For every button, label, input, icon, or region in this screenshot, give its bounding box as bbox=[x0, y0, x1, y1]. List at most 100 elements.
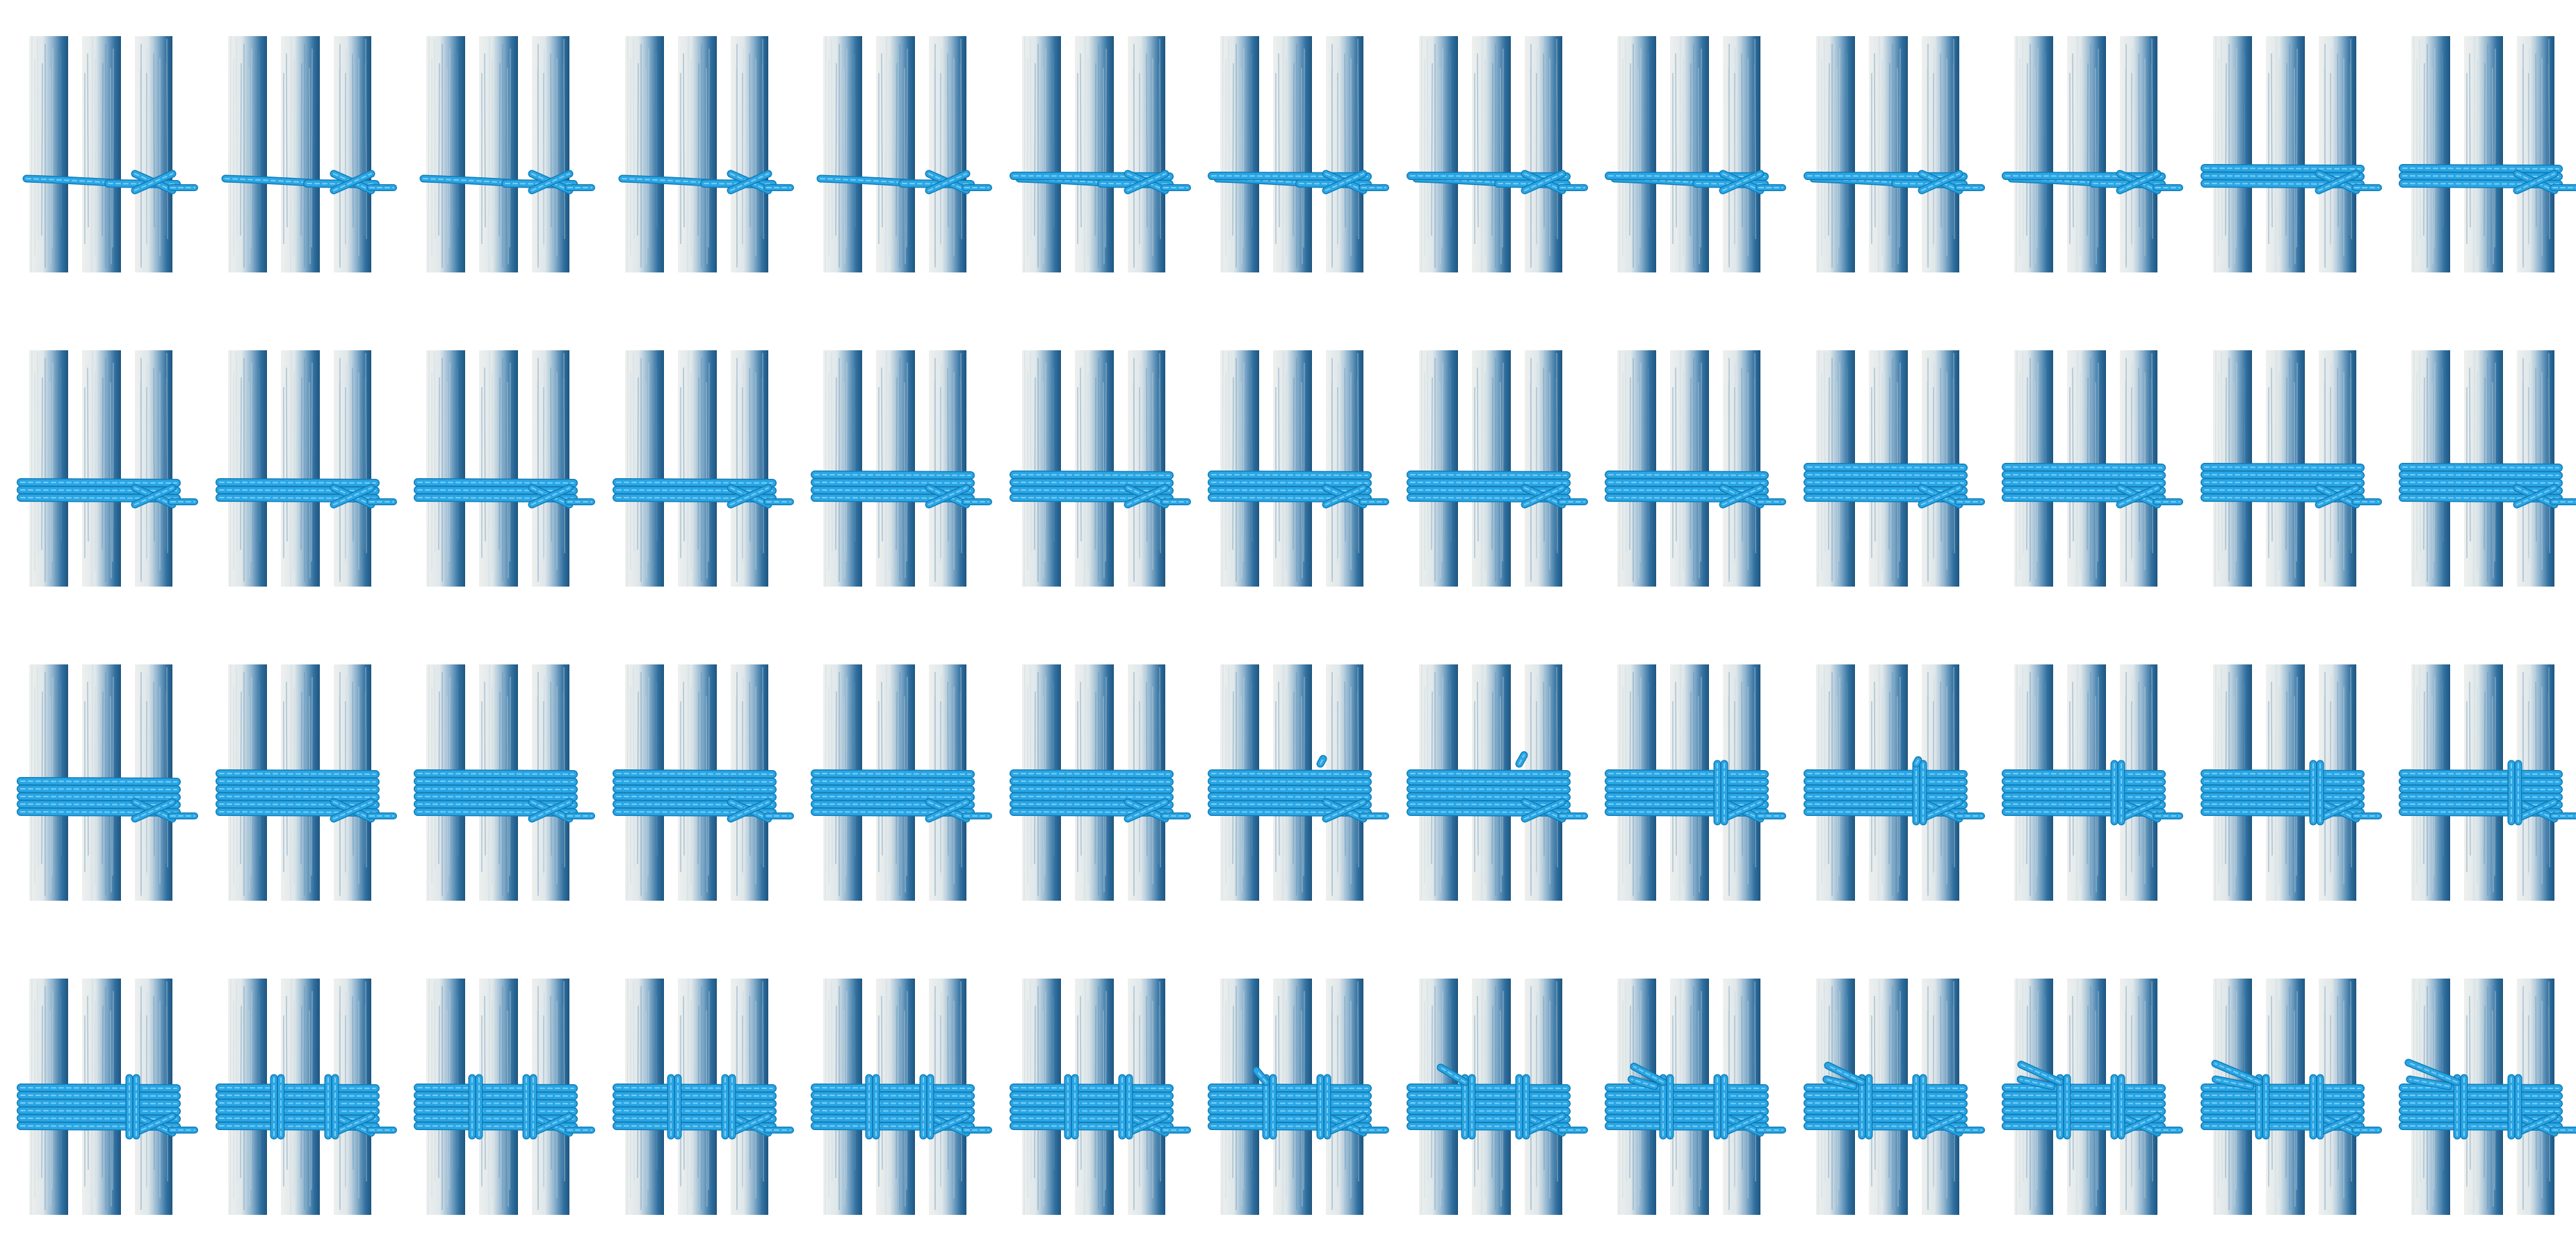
pole-2 bbox=[1471, 36, 1511, 272]
frame-36 bbox=[1803, 664, 1990, 901]
pole-1 bbox=[2212, 36, 2252, 272]
pole-1 bbox=[624, 36, 664, 272]
frame-17 bbox=[612, 350, 799, 587]
pole-1 bbox=[1220, 36, 1259, 272]
lashing-illustration bbox=[1605, 664, 1786, 901]
pole-2 bbox=[82, 36, 121, 272]
pole-1 bbox=[823, 350, 862, 587]
lashing-illustration bbox=[1208, 978, 1389, 1216]
lashing-illustration bbox=[1009, 664, 1191, 901]
lashing-illustration bbox=[1406, 35, 1588, 273]
frame-10 bbox=[1803, 35, 1990, 273]
frame-32 bbox=[1009, 664, 1196, 901]
frame-30 bbox=[612, 664, 799, 901]
lashing-illustration bbox=[2002, 35, 2183, 273]
lashing-illustration bbox=[1208, 35, 1389, 273]
lashing-illustration bbox=[2002, 350, 2183, 587]
lashing-illustration bbox=[1803, 35, 1985, 273]
lashing-illustration bbox=[1803, 350, 1985, 587]
pole-2 bbox=[1868, 36, 1908, 272]
pole-2 bbox=[677, 36, 717, 272]
frame-14 bbox=[17, 350, 203, 587]
frame-48 bbox=[1605, 978, 1791, 1216]
lashing-illustration bbox=[811, 664, 992, 901]
lashing-illustration bbox=[2200, 664, 2382, 901]
lashing-illustration bbox=[2399, 350, 2576, 587]
pole-2 bbox=[280, 350, 320, 587]
lashing-illustration bbox=[1605, 35, 1786, 273]
frame-26 bbox=[2399, 350, 2576, 587]
lashing-illustration bbox=[17, 664, 198, 901]
frame-13 bbox=[2399, 35, 2576, 273]
frame-4 bbox=[618, 35, 799, 273]
lashing-illustration bbox=[1009, 350, 1191, 587]
pole-2 bbox=[82, 350, 121, 587]
lashing-illustration bbox=[1208, 664, 1389, 901]
lashing-illustration bbox=[419, 35, 595, 273]
lashing-illustration bbox=[811, 978, 992, 1216]
pole-1 bbox=[2411, 36, 2450, 272]
frame-31 bbox=[811, 664, 997, 901]
lashing-illustration bbox=[2200, 350, 2382, 587]
frame-43 bbox=[612, 978, 799, 1216]
pole-2 bbox=[1273, 36, 1312, 272]
pole-2 bbox=[1074, 350, 1114, 587]
frame-50 bbox=[2002, 978, 2188, 1216]
lashing-illustration bbox=[1803, 978, 1985, 1216]
lashing-illustration bbox=[2002, 664, 2183, 901]
frame-38 bbox=[2200, 664, 2387, 901]
frame-28 bbox=[215, 664, 402, 901]
pole-1 bbox=[1418, 36, 1458, 272]
pole-1 bbox=[1021, 350, 1061, 587]
frame-8 bbox=[1406, 35, 1593, 273]
lashing-illustration bbox=[612, 978, 794, 1216]
pole-2 bbox=[1670, 36, 1709, 272]
frame-9 bbox=[1605, 35, 1791, 273]
frame-45 bbox=[1009, 978, 1196, 1216]
pole-2 bbox=[2067, 36, 2106, 272]
frame-24 bbox=[2002, 350, 2188, 587]
pole-2 bbox=[2265, 36, 2305, 272]
frame-20 bbox=[1208, 350, 1394, 587]
lashing-illustration bbox=[1406, 978, 1588, 1216]
frame-5 bbox=[816, 35, 997, 273]
lashing-illustration bbox=[2200, 978, 2382, 1216]
lashing-illustration bbox=[2399, 664, 2576, 901]
pole-1 bbox=[227, 36, 267, 272]
frame-44 bbox=[811, 978, 997, 1216]
lashing-illustration bbox=[1406, 664, 1588, 901]
frame-35 bbox=[1605, 664, 1791, 901]
pole-1 bbox=[1418, 350, 1458, 587]
lashing-illustration bbox=[1208, 350, 1389, 587]
pole-1 bbox=[29, 36, 68, 272]
lashing-illustration bbox=[612, 350, 794, 587]
pole-2 bbox=[876, 36, 915, 272]
lashing-illustration bbox=[1605, 978, 1786, 1216]
frame-37 bbox=[2002, 664, 2188, 901]
frame-2 bbox=[221, 35, 402, 273]
lashing-illustration bbox=[1803, 664, 1985, 901]
lashing-illustration bbox=[1009, 35, 1191, 273]
pole-1 bbox=[426, 36, 465, 272]
lashing-illustration bbox=[2399, 978, 2576, 1216]
pole-2 bbox=[1670, 350, 1709, 587]
frame-16 bbox=[414, 350, 600, 587]
lashing-illustration bbox=[22, 35, 198, 273]
frame-29 bbox=[414, 664, 600, 901]
frame-1 bbox=[22, 35, 203, 273]
lashing-illustration bbox=[2200, 35, 2382, 273]
pole-2 bbox=[677, 350, 717, 587]
frame-3 bbox=[419, 35, 600, 273]
lashing-illustration bbox=[811, 350, 992, 587]
frame-19 bbox=[1009, 350, 1196, 587]
frame-27 bbox=[17, 664, 203, 901]
lashing-illustration bbox=[2002, 978, 2183, 1216]
frame-47 bbox=[1406, 978, 1593, 1216]
frame-40 bbox=[17, 978, 203, 1216]
frame-25 bbox=[2200, 350, 2387, 587]
lashing-illustration bbox=[414, 350, 595, 587]
lashing-illustration bbox=[612, 664, 794, 901]
pole-2 bbox=[479, 350, 518, 587]
lashing-illustration bbox=[17, 350, 198, 587]
lashing-illustration bbox=[414, 664, 595, 901]
